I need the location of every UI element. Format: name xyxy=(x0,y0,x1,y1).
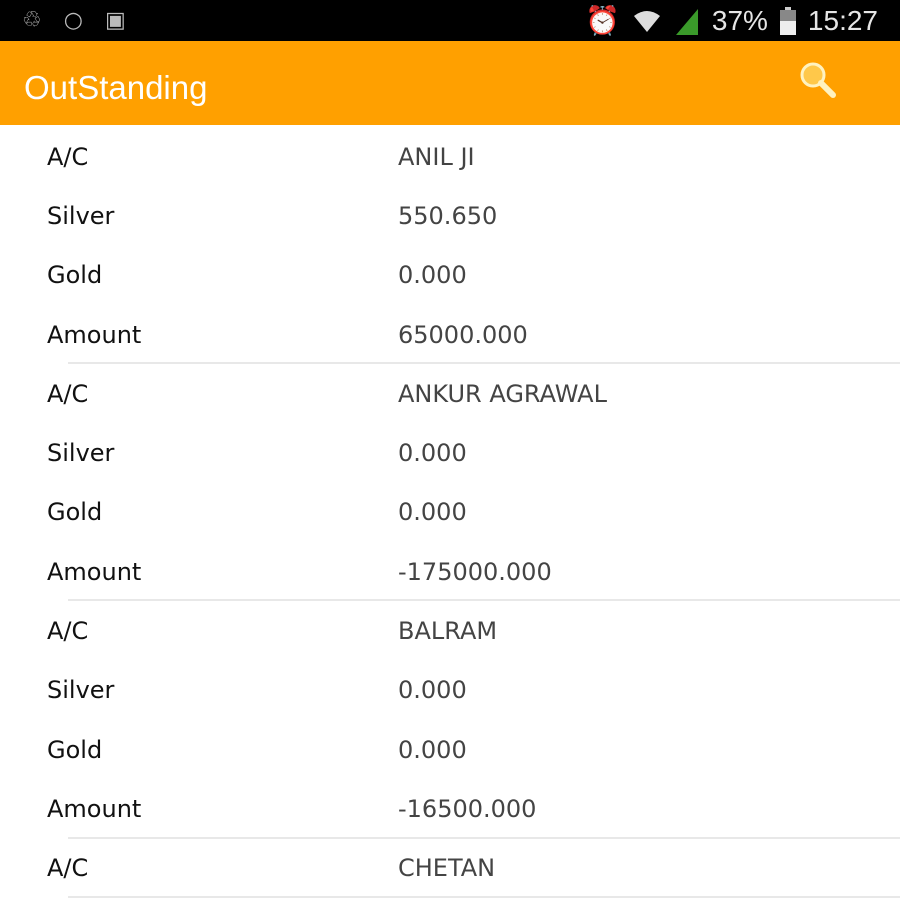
alarm-icon: ⏰ xyxy=(585,5,620,36)
field-value: CHETAN xyxy=(398,854,496,883)
status-bar: ♲ ○ ▣ ⏰ 37% 15:27 xyxy=(0,0,900,41)
field-label: Amount xyxy=(47,557,142,586)
field-label: Gold xyxy=(47,498,103,527)
field-value: 550.650 xyxy=(398,201,498,230)
field-row-amount: Amount -16500.000 xyxy=(0,779,900,838)
field-row-amount: Amount -175000.000 xyxy=(0,542,900,601)
sync-icon: ♲ xyxy=(22,8,42,33)
field-row-ac: A/C ANIL JI xyxy=(0,127,900,186)
gallery-icon: ▣ xyxy=(104,8,126,33)
app-bar: OutStanding xyxy=(0,41,900,125)
field-value: 65000.000 xyxy=(398,320,528,349)
field-row-ac: A/C BALRAM xyxy=(0,601,900,660)
field-row-amount: Amount 65000.000 xyxy=(0,305,900,364)
field-label: A/C xyxy=(47,617,89,646)
field-label: Amount xyxy=(47,794,142,823)
field-value: 0.000 xyxy=(398,261,467,290)
signal-icon xyxy=(675,8,698,35)
page-title: OutStanding xyxy=(24,69,208,106)
field-label: A/C xyxy=(47,379,89,408)
battery-icon xyxy=(779,6,796,35)
field-value: 0.000 xyxy=(398,439,467,468)
list-item[interactable]: A/C CHETAN xyxy=(0,839,900,899)
field-row-ac: A/C ANKUR AGRAWAL xyxy=(0,364,900,423)
search-icon: ○ xyxy=(63,8,83,33)
field-row-ac: A/C CHETAN xyxy=(0,839,900,898)
field-label: A/C xyxy=(47,854,89,883)
field-value: ANKUR AGRAWAL xyxy=(398,379,607,408)
field-label: Silver xyxy=(47,439,115,468)
outstanding-list: A/C ANIL JI Silver 550.650 Gold 0.000 Amount 65… xyxy=(0,127,900,899)
field-value: -175000.000 xyxy=(398,557,552,586)
field-label: Gold xyxy=(47,735,103,764)
field-value: BALRAM xyxy=(398,617,498,646)
search-icon[interactable] xyxy=(798,60,838,100)
field-label: Silver xyxy=(47,676,115,705)
list-item[interactable]: A/C BALRAM Silver 0.000 Gold 0.000 Amount -1650… xyxy=(0,601,900,839)
field-value: 0.000 xyxy=(398,498,467,527)
field-row-gold: Gold 0.000 xyxy=(0,246,900,305)
field-label: Gold xyxy=(47,261,103,290)
field-value: -16500.000 xyxy=(398,794,537,823)
battery-level: 37% xyxy=(711,4,768,36)
clock: 15:27 xyxy=(807,4,878,36)
field-row-gold: Gold 0.000 xyxy=(0,720,900,779)
field-value: ANIL JI xyxy=(398,142,475,171)
field-row-silver: Silver 0.000 xyxy=(0,661,900,720)
field-value: 0.000 xyxy=(398,676,467,705)
field-row-gold: Gold 0.000 xyxy=(0,483,900,542)
list-item[interactable]: A/C ANKUR AGRAWAL Silver 0.000 Gold 0.000 Amou… xyxy=(0,364,900,602)
wifi-icon xyxy=(633,10,660,32)
field-label: Amount xyxy=(47,320,142,349)
field-row-silver: Silver 550.650 xyxy=(0,186,900,245)
field-label: A/C xyxy=(47,142,89,171)
field-row-silver: Silver 0.000 xyxy=(0,423,900,482)
field-value: 0.000 xyxy=(398,735,467,764)
field-label: Silver xyxy=(47,201,115,230)
list-item[interactable]: A/C ANIL JI Silver 550.650 Gold 0.000 Amount 65… xyxy=(0,127,900,365)
